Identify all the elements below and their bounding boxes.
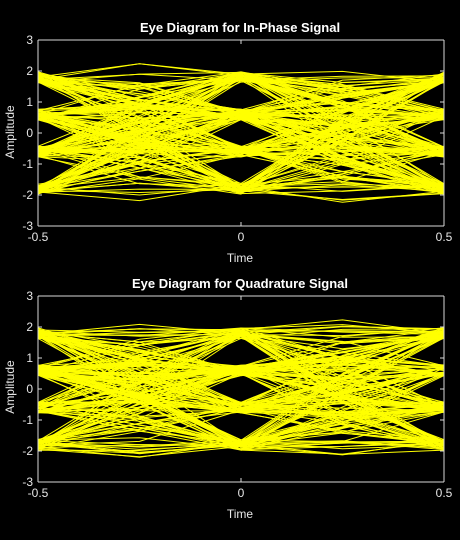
y-tick-label: 0 (26, 382, 33, 396)
y-axis-label: Amplitude (3, 360, 17, 414)
eye-trace (38, 108, 444, 194)
eye-trace (38, 74, 444, 194)
y-tick-label: -1 (22, 157, 33, 171)
eye-trace (38, 371, 444, 446)
eye-trace (38, 70, 444, 195)
eye-trace (38, 114, 444, 200)
y-tick-label: 0 (26, 126, 33, 140)
eye-trace (38, 75, 444, 115)
x-tick-label: -0.5 (28, 230, 49, 244)
x-tick-label: -0.5 (28, 486, 49, 500)
y-tick-label: 3 (26, 33, 33, 47)
eye-trace (38, 111, 444, 190)
eye-trace (38, 333, 444, 446)
eye-trace (38, 80, 444, 184)
eye-trace (38, 113, 444, 156)
y-tick-label: -2 (22, 188, 33, 202)
eye-trace (38, 324, 444, 369)
y-tick-label: -3 (22, 475, 33, 489)
eye-trace (38, 408, 444, 417)
eye-trace (38, 370, 444, 449)
eye-trace (38, 79, 444, 154)
x-axis-label: Time (227, 507, 254, 521)
x-tick-label: 0.5 (436, 230, 453, 244)
eye-trace (38, 329, 444, 405)
eye-trace (38, 373, 444, 450)
axes: -0.5 0 0.5 -3 -2 -1 0 1 2 3 (22, 33, 452, 244)
y-tick-label: -3 (22, 219, 33, 233)
plot-quadrature: Eye Diagram for Quadrature Signal -0.5 0 0… (3, 276, 453, 521)
eye-trace (38, 78, 444, 190)
eye-trace (38, 81, 444, 188)
axes: -0.5 0 0.5 -3 -2 -1 0 1 2 3 (22, 289, 452, 500)
eye-trace (38, 145, 444, 193)
eye-trace (38, 335, 444, 445)
eye-trace (38, 81, 444, 155)
eye-trace (38, 80, 444, 193)
eye-trace (38, 74, 444, 188)
y-tick-label: -2 (22, 444, 33, 458)
eye-trace (38, 71, 444, 193)
eye-trace (38, 74, 444, 114)
eye-trace (38, 80, 444, 123)
eye-trace (38, 363, 444, 410)
y-tick-label: -1 (22, 413, 33, 427)
x-tick-label: 0 (238, 486, 245, 500)
eye-trace (38, 331, 444, 443)
eye-trace (38, 369, 444, 413)
eye-trace (38, 334, 444, 412)
eye-trace (38, 147, 444, 187)
eye-trace (38, 403, 444, 444)
eye-trace (38, 442, 444, 455)
eye-trace (38, 366, 444, 445)
eye-trace (38, 333, 444, 443)
plot-in-phase: Eye Diagram for In-Phase Signal -0.5 0 0.5… (3, 20, 453, 265)
eye-trace (38, 329, 444, 448)
eye-trace (38, 358, 444, 407)
plot-title: Eye Diagram for Quadrature Signal (132, 276, 348, 291)
eye-trace (38, 105, 444, 119)
y-tick-label: 2 (26, 64, 33, 78)
eye-trace (38, 366, 444, 441)
eye-trace (38, 112, 444, 186)
y-tick-label: 2 (26, 320, 33, 334)
y-tick-label: 1 (26, 95, 33, 109)
eye-trace (38, 72, 444, 157)
x-axis-label: Time (227, 251, 254, 265)
eye-trace (38, 110, 444, 157)
y-tick-label: 3 (26, 289, 33, 303)
plot-title: Eye Diagram for In-Phase Signal (140, 20, 340, 35)
eye-trace (38, 370, 444, 406)
eye-trace (38, 336, 444, 372)
y-tick-label: 1 (26, 351, 33, 365)
eye-trace (38, 330, 444, 449)
y-axis-label: Amplitude (3, 105, 17, 159)
eye-trace (38, 104, 444, 190)
eye-trace (38, 82, 444, 152)
eye-trace (38, 330, 444, 449)
eye-trace (38, 151, 444, 196)
trace-layer (38, 63, 444, 203)
x-tick-label: 0 (238, 230, 245, 244)
x-tick-label: 0.5 (436, 486, 453, 500)
trace-layer (38, 319, 444, 458)
